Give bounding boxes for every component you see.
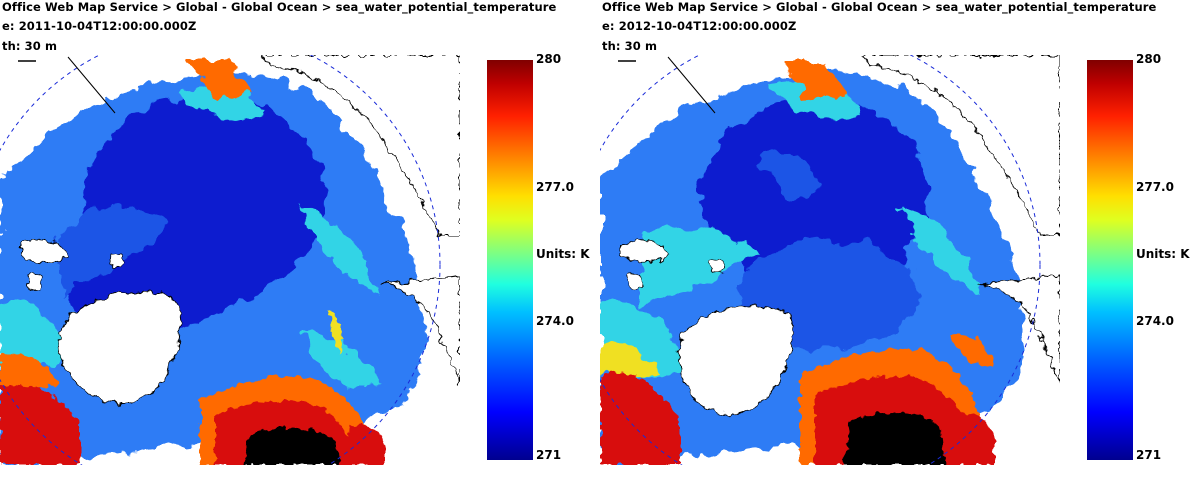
colorbar-mid-low: 274.0 xyxy=(1136,314,1174,328)
arctic-temperature-map[interactable] xyxy=(600,55,1060,465)
map-panel-2011: Office Web Map Service > Global - Global… xyxy=(0,0,590,465)
map-panel-2012: Office Web Map Service > Global - Global… xyxy=(600,0,1200,480)
colorbar xyxy=(1087,60,1133,460)
colorbar xyxy=(487,60,533,460)
colorbar-units: Units: K xyxy=(1136,247,1190,261)
colorbar-mid-high: 277.0 xyxy=(536,180,574,194)
arctic-temperature-map[interactable] xyxy=(0,55,460,465)
colorbar-units: Units: K xyxy=(536,247,590,261)
breadcrumb: Office Web Map Service > Global - Global… xyxy=(2,0,557,14)
latitude-circle xyxy=(600,55,1041,465)
time-label: e: 2011-10-04T12:00:00.000Z xyxy=(2,19,197,33)
time-label: e: 2012-10-04T12:00:00.000Z xyxy=(602,19,797,33)
colorbar-min: 271 xyxy=(1136,448,1162,462)
depth-label: th: 30 m xyxy=(2,39,58,53)
warm-band xyxy=(0,310,385,465)
colorbar-mid-high: 277.0 xyxy=(1136,180,1174,194)
colorbar-max: 280 xyxy=(536,52,562,66)
meridian-line xyxy=(667,56,716,114)
warm-band xyxy=(600,334,995,465)
colorbar-max: 280 xyxy=(1136,52,1162,66)
land-layer xyxy=(0,55,460,404)
colorbar-min: 271 xyxy=(536,448,562,462)
breadcrumb: Office Web Map Service > Global - Global… xyxy=(602,0,1157,14)
meridian-line xyxy=(67,56,116,114)
land-layer xyxy=(600,55,1060,415)
colorbar-mid-low: 274.0 xyxy=(536,314,574,328)
depth-label: th: 30 m xyxy=(602,39,658,53)
latitude-circle xyxy=(0,55,441,465)
